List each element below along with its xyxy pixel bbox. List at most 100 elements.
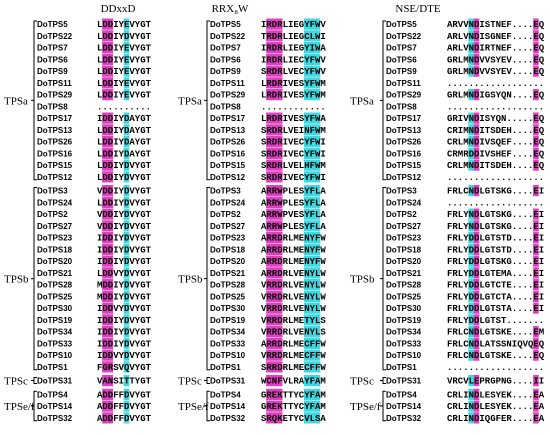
residue-highlight	[533, 302, 539, 314]
residue-highlight	[102, 30, 108, 42]
residue-highlight	[107, 279, 114, 291]
gene-name: DoTPS3	[386, 187, 417, 196]
residue-highlight	[107, 337, 114, 349]
residue-highlight	[303, 290, 310, 302]
gene-name: DoTPS19	[37, 316, 73, 325]
residue-highlight	[303, 255, 310, 267]
gene-name: DoTPS31	[210, 377, 246, 386]
gene-name: DoTPS7	[386, 44, 417, 53]
sequence: VRRDRLVENYLW	[261, 292, 326, 302]
residue-highlight	[102, 185, 108, 197]
sequence: IDDIYDVYGT	[97, 234, 152, 244]
residue-highlight	[107, 136, 114, 148]
residue-highlight	[309, 89, 315, 101]
gene-name: DoTPS23	[386, 234, 422, 243]
residue-highlight	[314, 314, 321, 326]
residue-highlight	[276, 42, 283, 54]
residue-highlight	[303, 30, 310, 42]
residue-highlight	[309, 65, 315, 77]
residue-highlight	[473, 159, 480, 171]
sequence: SRDRIVECYFWI	[261, 138, 326, 148]
residue-highlight	[276, 314, 283, 326]
residue-highlight	[276, 375, 283, 387]
gene-name: DoTPS25	[386, 292, 422, 301]
residue-highlight	[107, 124, 114, 136]
sequence: GRLMNDIGSYQN....EQ	[447, 91, 545, 101]
sequence: IDDIYDAYGT	[97, 114, 152, 124]
residue-highlight	[123, 412, 130, 424]
residue-highlight	[271, 267, 278, 279]
residue-highlight	[468, 290, 474, 302]
group-label: TPSa	[178, 95, 202, 107]
residue-highlight	[276, 349, 283, 361]
gene-name: DoTPS26	[386, 138, 422, 147]
sequence: ARRDRLMENYFW	[261, 234, 326, 244]
residue-highlight	[468, 326, 474, 338]
residue-highlight	[266, 65, 272, 77]
sequence: CRIMNDITSDEH....EQ	[447, 126, 545, 136]
sequence: ............	[261, 102, 326, 112]
gene-name: DoTPS22	[210, 32, 246, 41]
residue-highlight	[533, 147, 539, 159]
residue-highlight	[102, 196, 108, 208]
residue-highlight	[309, 232, 315, 244]
residue-highlight	[107, 185, 114, 197]
residue-highlight	[309, 337, 315, 349]
residue-highlight	[276, 171, 283, 183]
residue-highlight	[309, 388, 315, 400]
sequence: ARVVNDISTNEF....EQ	[447, 20, 545, 30]
residue-highlight	[123, 243, 130, 255]
residue-highlight	[276, 243, 283, 255]
sequence: ARRWPVESYFLA	[261, 210, 326, 220]
residue-highlight	[533, 30, 539, 42]
sequence: LDDIYDAYGT	[97, 149, 152, 159]
residue-highlight	[123, 112, 130, 124]
residue-highlight	[123, 124, 130, 136]
sequence: IDDIYDVYGT	[97, 245, 152, 255]
sequence: LDDIYEVYGT	[97, 79, 152, 89]
residue-highlight	[473, 208, 480, 220]
residue-highlight	[271, 77, 278, 89]
residue-highlight	[107, 53, 114, 65]
residue-highlight	[102, 18, 108, 30]
residue-highlight	[309, 18, 315, 30]
gene-name: DoTPS25	[37, 292, 73, 301]
sequence: VRRDRLVENYLW	[261, 304, 326, 314]
residue-highlight	[102, 412, 108, 424]
residue-highlight	[309, 400, 315, 412]
residue-highlight	[533, 124, 539, 136]
gene-name: DoTPS7	[37, 44, 68, 53]
residue-highlight	[266, 208, 272, 220]
residue-highlight	[266, 220, 272, 232]
residue-highlight	[271, 400, 278, 412]
sequence: FRLCNDLGTSKG....EI	[447, 187, 544, 197]
gene-name: DoTPS8	[37, 102, 68, 111]
residue-highlight	[102, 136, 108, 148]
residue-highlight	[473, 375, 480, 387]
residue-highlight	[314, 349, 321, 361]
residue-highlight	[533, 279, 539, 291]
residue-highlight	[102, 267, 108, 279]
sequence: GRLMNDVVSYEV....EQ	[447, 67, 545, 77]
gene-name: DoTPS8	[386, 102, 417, 111]
residue-highlight	[303, 388, 310, 400]
sequence: VDDIYDVYGT	[97, 222, 152, 232]
gene-name: DoTPS29	[210, 91, 246, 100]
residue-highlight	[309, 208, 315, 220]
group-label: TPSb	[350, 274, 375, 286]
residue-highlight	[303, 400, 310, 412]
residue-highlight	[266, 18, 272, 30]
residue-highlight	[271, 196, 278, 208]
residue-highlight	[276, 77, 283, 89]
residue-highlight	[303, 302, 310, 314]
gene-name: DoTPS16	[37, 149, 73, 158]
residue-highlight	[309, 136, 315, 148]
residue-highlight	[271, 136, 278, 148]
residue-highlight	[107, 349, 114, 361]
residue-highlight	[314, 388, 321, 400]
residue-highlight	[266, 30, 272, 42]
residue-highlight	[468, 159, 474, 171]
residue-highlight	[473, 267, 480, 279]
residue-highlight	[533, 185, 539, 197]
gene-name: DoTPS17	[386, 114, 422, 123]
